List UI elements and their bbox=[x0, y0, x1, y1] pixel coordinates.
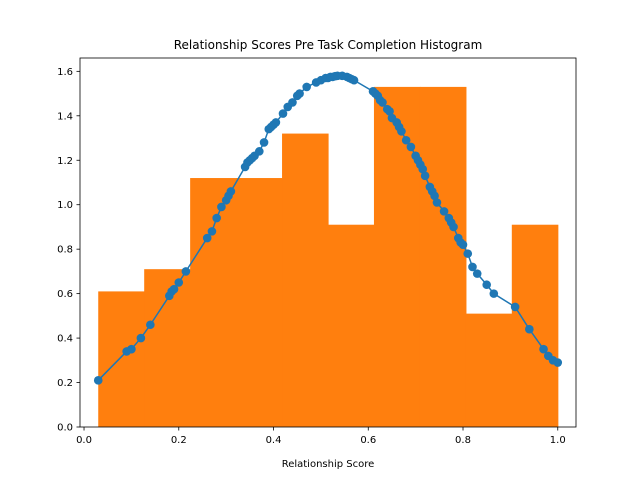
y-tick-label: 0.2 bbox=[57, 378, 73, 389]
density-curve-point bbox=[418, 164, 428, 174]
density-curve-point bbox=[202, 233, 212, 243]
density-curve-point bbox=[169, 284, 179, 294]
density-curve-point bbox=[146, 320, 155, 330]
histogram-bar-1 bbox=[98, 291, 145, 427]
density-curve bbox=[93, 71, 563, 385]
y-tick-label: 1.6 bbox=[57, 67, 73, 78]
density-curve-point bbox=[482, 280, 492, 290]
density-curve-point bbox=[295, 89, 304, 98]
histogram-bar-9 bbox=[465, 313, 513, 427]
histogram-bar-4 bbox=[236, 178, 283, 427]
plot-frame bbox=[79, 57, 577, 428]
density-curve-point bbox=[217, 202, 226, 212]
density-curve-point bbox=[439, 207, 449, 216]
density-curve-point bbox=[420, 171, 430, 181]
density-curve-point bbox=[378, 98, 387, 107]
density-curve-point bbox=[127, 344, 136, 354]
y-tick-label: 1.2 bbox=[57, 156, 73, 167]
density-curve-point bbox=[385, 107, 394, 116]
density-curve-point bbox=[271, 118, 281, 127]
density-curve-point bbox=[401, 135, 411, 145]
density-curve-point bbox=[226, 187, 236, 196]
x-axis-title: Relationship Score bbox=[282, 459, 375, 470]
density-curve-point bbox=[468, 262, 477, 272]
density-curve-point bbox=[406, 142, 416, 152]
density-curve-point bbox=[136, 333, 146, 343]
density-curve-point bbox=[255, 147, 264, 156]
density-curve-point bbox=[525, 324, 534, 334]
histogram-bar-6 bbox=[328, 224, 375, 427]
density-curve-point bbox=[553, 358, 563, 367]
density-curve-point bbox=[430, 191, 439, 201]
x-tick-label: 0.8 bbox=[455, 435, 471, 446]
x-tick-label: 0.6 bbox=[360, 435, 376, 446]
density-curve-point bbox=[259, 138, 269, 147]
density-curve-point bbox=[207, 227, 217, 236]
histogram-bar-7 bbox=[373, 86, 421, 428]
density-curve-point bbox=[489, 289, 499, 298]
x-tick-label: 0.2 bbox=[171, 435, 187, 446]
density-curve-point bbox=[302, 82, 311, 92]
density-curve-point bbox=[458, 240, 468, 250]
density-curve-point bbox=[181, 267, 191, 276]
density-curve-point bbox=[449, 222, 458, 232]
y-tick-label: 1.0 bbox=[57, 200, 73, 211]
density-curve-point bbox=[278, 109, 288, 118]
density-curve-point bbox=[432, 198, 442, 207]
x-tick-label: 1.0 bbox=[550, 435, 566, 446]
y-tick-label: 0.4 bbox=[57, 334, 73, 345]
y-tick-label: 1.4 bbox=[57, 111, 73, 122]
x-tick-label: 0.4 bbox=[266, 435, 282, 446]
histogram-bar-8 bbox=[419, 86, 467, 428]
density-curve-point bbox=[93, 376, 103, 385]
density-curve-point bbox=[212, 213, 221, 223]
histogram-bar-5 bbox=[282, 133, 329, 427]
density-curve-point bbox=[288, 98, 297, 107]
y-tick-label: 0.6 bbox=[57, 289, 73, 300]
density-curve-point bbox=[463, 249, 473, 258]
y-tick-label: 0.0 bbox=[57, 423, 73, 434]
chart-title: Relationship Scores Pre Task Completion … bbox=[174, 38, 483, 52]
x-tick-label: 0.0 bbox=[76, 435, 92, 446]
histogram-bar-10 bbox=[511, 224, 559, 427]
density-curve-point bbox=[174, 278, 184, 287]
chart-axes: 0.0 0.2 0.4 0.6 0.8 1.0 0.0 0.2 0.4 0.6 0.8 1.0 1.2 1… bbox=[57, 57, 577, 446]
y-tick-label: 0.8 bbox=[57, 245, 73, 256]
density-curve-point bbox=[539, 344, 548, 354]
histogram-bars bbox=[98, 86, 559, 428]
density-curve-point bbox=[349, 75, 359, 85]
density-curve-point bbox=[510, 302, 520, 312]
density-curve-point bbox=[397, 127, 406, 136]
density-curve-point bbox=[472, 269, 482, 278]
